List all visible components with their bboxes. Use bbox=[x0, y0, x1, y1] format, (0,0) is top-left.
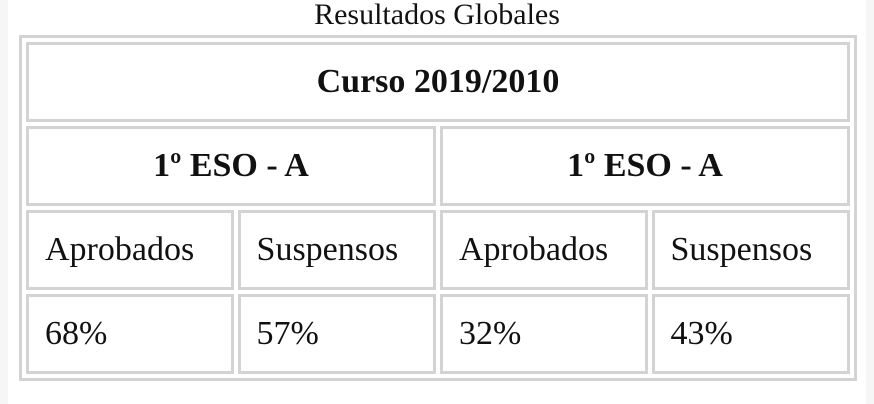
column-header-suspensos-1: Suspensos bbox=[237, 210, 436, 290]
group-header-1: 1º ESO - A bbox=[26, 126, 436, 206]
column-header-suspensos-2: Suspensos bbox=[651, 210, 850, 290]
group-header-2: 1º ESO - A bbox=[439, 126, 850, 206]
value-suspensos-1: 57% bbox=[237, 294, 436, 374]
table-caption: Resultados Globales bbox=[314, 0, 560, 31]
values-row: 68% 57% 32% 43% bbox=[26, 294, 850, 374]
value-aprobados-1: 68% bbox=[26, 294, 234, 374]
column-header-row: Aprobados Suspensos Aprobados Suspensos bbox=[26, 210, 850, 290]
value-suspensos-2: 43% bbox=[651, 294, 850, 374]
course-row: Curso 2019/2010 bbox=[26, 42, 850, 122]
column-header-aprobados-2: Aprobados bbox=[439, 210, 648, 290]
course-title: Curso 2019/2010 bbox=[26, 42, 850, 122]
results-table: Curso 2019/2010 1º ESO - A 1º ESO - A Ap… bbox=[19, 35, 857, 381]
results-sheet: Resultados Globales Curso 2019/2010 1º E… bbox=[8, 0, 866, 404]
column-header-aprobados-1: Aprobados bbox=[26, 210, 234, 290]
group-row: 1º ESO - A 1º ESO - A bbox=[26, 126, 850, 206]
value-aprobados-2: 32% bbox=[439, 294, 648, 374]
